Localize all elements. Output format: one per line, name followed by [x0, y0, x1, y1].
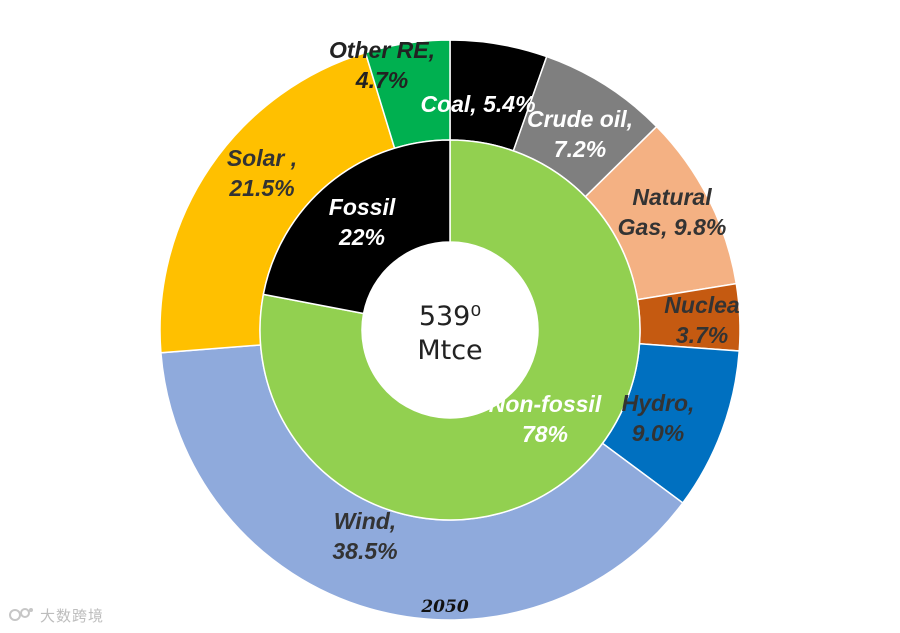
- outer-label-line: Coal, 5.4%: [420, 91, 535, 117]
- watermark: 大数跨境: [8, 603, 104, 627]
- outer-label-wind: Wind, 38.5%: [332, 508, 397, 564]
- inner-label-fossil: Fossil 22%: [329, 194, 396, 250]
- outer-label-line: Crude oil,: [527, 106, 633, 132]
- outer-label-line: 9.0%: [632, 420, 684, 446]
- inner-label-line: Non-fossil: [489, 391, 602, 417]
- outer-label-line: Wind,: [334, 508, 396, 534]
- inner-label-line: 22%: [338, 224, 385, 250]
- outer-label-line: Solar ,: [227, 145, 297, 171]
- outer-label-line: 21.5%: [228, 175, 294, 201]
- outer-label-line: Nuclea: [664, 292, 740, 318]
- center-label-line-1: 539⁰: [419, 301, 481, 332]
- outer-label-line: 4.7%: [355, 67, 408, 93]
- outer-label-natural-gas: Natural Gas, 9.8%: [618, 184, 727, 240]
- chart-caption-year: 2050: [420, 597, 468, 617]
- outer-label-solar: Solar , 21.5%: [227, 145, 297, 201]
- outer-label-line: Natural: [632, 184, 712, 210]
- outer-label-line: Gas, 9.8%: [618, 214, 727, 240]
- center-hole: [362, 242, 538, 418]
- outer-label-line: Hydro,: [622, 390, 695, 416]
- outer-label-hydro: Hydro, 9.0%: [622, 390, 695, 446]
- watermark-text: 大数跨境: [40, 606, 105, 625]
- outer-label-line: Other RE,: [329, 37, 435, 63]
- center-label-line-2: Mtce: [417, 335, 482, 366]
- outer-label-nuclea: Nuclea 3.7%: [664, 292, 740, 348]
- outer-label-other-re: Other RE, 4.7%: [329, 37, 435, 93]
- slice-labels: Coal, 5.4%Crude oil, 7.2% Natural Gas, 9.8%…: [227, 37, 740, 564]
- inner-label-non-fossil: Non-fossil 78%: [489, 391, 602, 447]
- outer-label-line: 7.2%: [554, 136, 606, 162]
- outer-label-line: 38.5%: [332, 538, 397, 564]
- inner-label-line: 78%: [522, 421, 568, 447]
- inner-ring: [259, 139, 641, 521]
- inner-slice-non-fossil: [259, 139, 641, 521]
- outer-label-line: 3.7%: [676, 322, 728, 348]
- outer-label-crude-oil: Crude oil, 7.2%: [527, 106, 633, 162]
- outer-label-coal: Coal, 5.4%: [420, 91, 535, 117]
- watermark-logo-icon: [9, 608, 33, 621]
- inner-label-line: Fossil: [329, 194, 396, 220]
